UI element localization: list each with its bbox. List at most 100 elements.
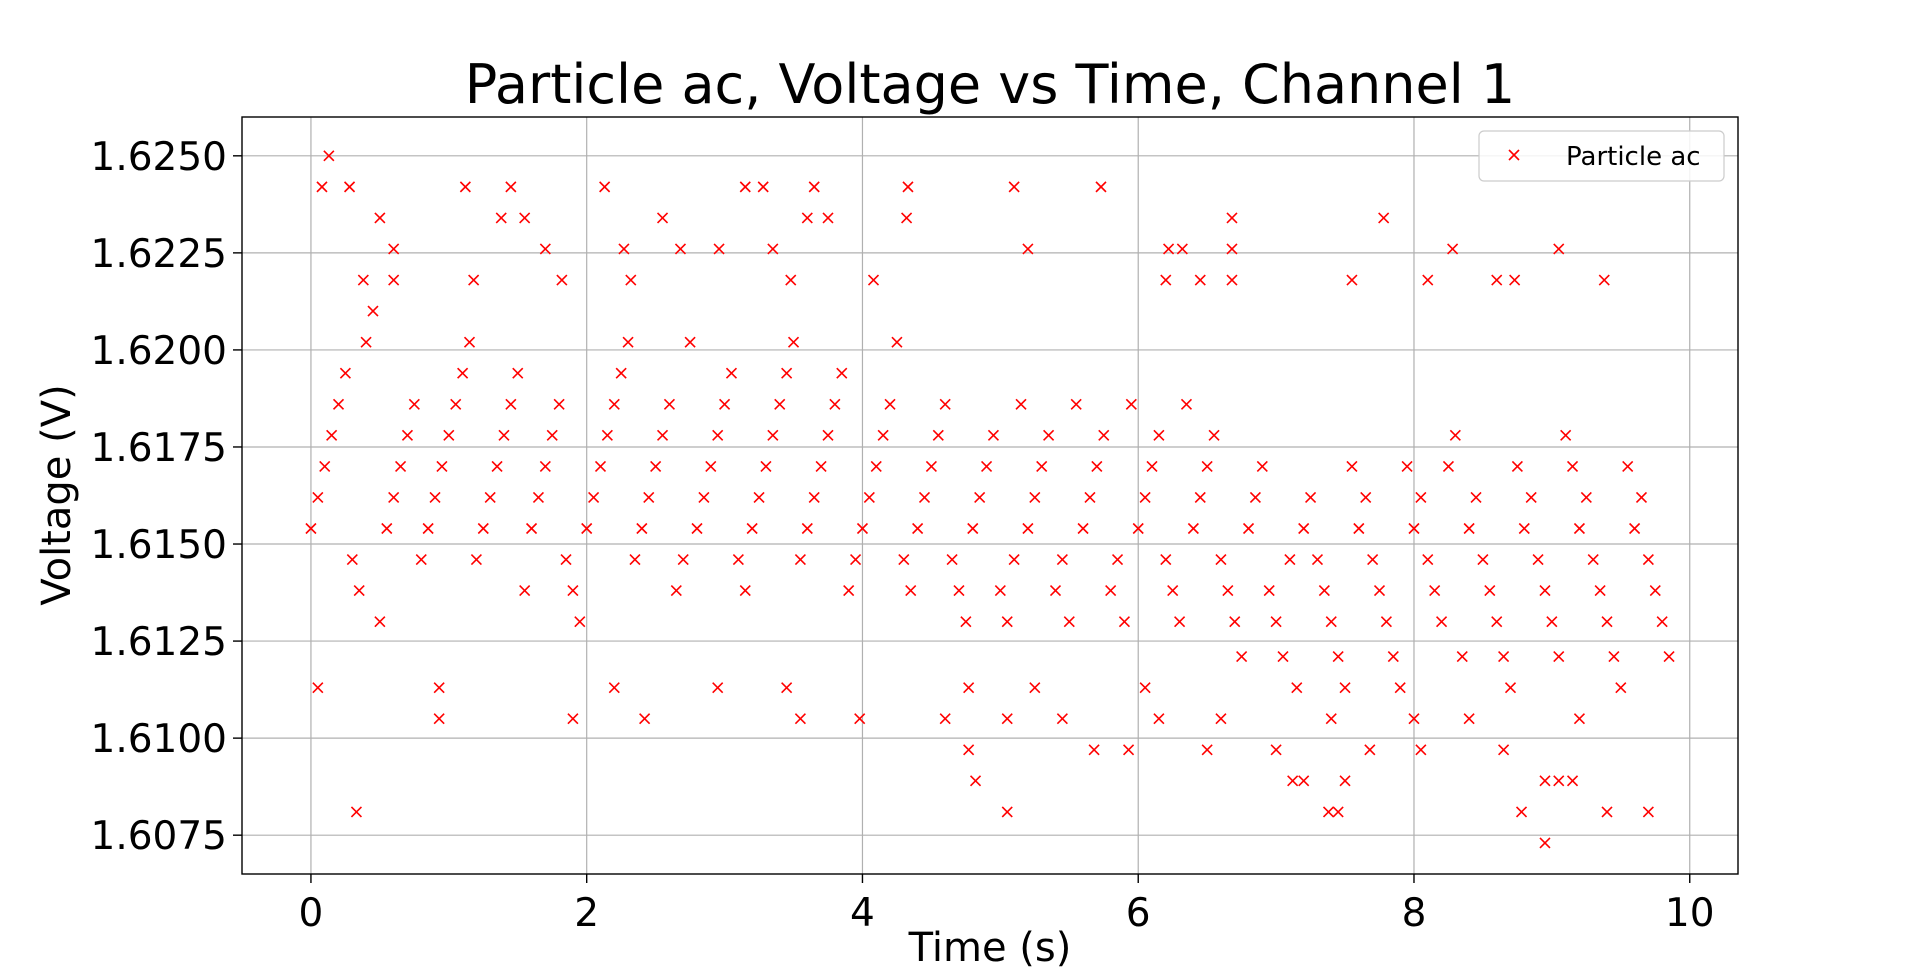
data-point	[1111, 553, 1124, 566]
data-point	[677, 553, 689, 566]
data-point	[1642, 806, 1654, 818]
data-point	[1532, 553, 1544, 566]
data-point	[532, 491, 545, 504]
data-point	[1429, 585, 1441, 597]
data-point	[463, 336, 476, 348]
data-point	[1332, 806, 1344, 818]
data-point	[1305, 491, 1317, 504]
data-point	[574, 616, 586, 628]
data-point	[470, 553, 482, 566]
data-point	[360, 336, 372, 348]
data-point	[856, 522, 869, 535]
data-point	[1580, 491, 1592, 504]
data-point	[1153, 713, 1165, 725]
data-point	[1511, 460, 1523, 472]
x-tick-label: 4	[850, 891, 875, 936]
data-point	[808, 491, 820, 504]
data-point	[1139, 491, 1151, 504]
data-point	[1539, 837, 1551, 849]
data-point	[712, 682, 724, 694]
data-point	[939, 713, 951, 725]
data-point	[1339, 682, 1351, 694]
data-point	[567, 585, 579, 597]
data-point	[963, 682, 975, 694]
data-point	[801, 522, 813, 535]
data-point	[969, 775, 982, 787]
data-point	[1105, 585, 1117, 597]
data-point	[1325, 616, 1337, 628]
data-point	[1629, 522, 1641, 535]
data-point	[525, 522, 538, 535]
data-point	[1553, 651, 1565, 663]
data-point	[608, 682, 620, 694]
data-point	[1194, 274, 1206, 286]
data-point	[1201, 460, 1213, 472]
data-point	[1504, 682, 1517, 694]
data-point	[1298, 775, 1310, 787]
data-point	[388, 491, 400, 504]
data-point	[1277, 651, 1289, 663]
data-point	[1515, 806, 1528, 818]
data-point	[932, 429, 944, 441]
data-point	[1187, 522, 1199, 535]
data-point	[1176, 243, 1188, 255]
data-point	[374, 616, 386, 628]
data-point	[1311, 553, 1324, 566]
data-point	[629, 553, 641, 566]
x-tick-label: 6	[1126, 891, 1151, 936]
legend: Particle ac	[1478, 130, 1725, 182]
data-point	[343, 181, 356, 193]
data-point	[732, 553, 744, 566]
data-point	[422, 522, 434, 535]
data-point	[332, 398, 345, 410]
data-point	[429, 491, 441, 504]
data-point	[625, 274, 637, 286]
data-point	[1215, 713, 1227, 725]
data-point	[1484, 585, 1496, 597]
data-point	[615, 367, 627, 379]
data-point	[774, 398, 786, 410]
data-point	[1226, 274, 1238, 286]
data-point	[1084, 491, 1096, 504]
data-point	[1587, 553, 1599, 566]
data-point	[787, 336, 800, 348]
data-point	[1036, 460, 1048, 472]
data-point	[1422, 553, 1434, 566]
data-point	[639, 713, 651, 725]
data-point	[843, 585, 855, 597]
data-point	[1153, 429, 1165, 441]
data-point	[1215, 553, 1227, 566]
data-point	[1408, 713, 1420, 725]
data-point	[1415, 491, 1427, 504]
data-point	[1095, 181, 1107, 193]
data-point	[1146, 460, 1158, 472]
data-point	[326, 429, 338, 441]
legend-label-particle-ac: Particle ac	[1566, 142, 1701, 172]
data-point	[1194, 491, 1206, 504]
data-point	[367, 305, 379, 317]
data-point	[1077, 522, 1089, 535]
data-point	[1491, 616, 1503, 628]
data-point	[963, 744, 975, 756]
data-point	[1560, 429, 1572, 441]
data-point	[822, 212, 834, 224]
data-point	[601, 429, 613, 441]
data-point	[484, 491, 496, 504]
data-point	[1132, 522, 1144, 535]
data-point	[374, 212, 386, 224]
data-point	[767, 243, 779, 255]
data-point	[636, 522, 648, 535]
data-point	[1346, 274, 1358, 286]
data-point	[505, 398, 517, 410]
data-point	[980, 460, 993, 472]
data-point	[1236, 651, 1248, 663]
data-point	[608, 398, 620, 410]
data-point	[1001, 806, 1013, 818]
data-point	[353, 585, 365, 597]
data-point	[863, 491, 875, 504]
data-point	[891, 336, 903, 348]
data-point	[757, 181, 769, 193]
data-point	[1394, 682, 1406, 694]
data-point	[305, 522, 317, 535]
y-tick-label: 1.6225	[91, 232, 227, 277]
